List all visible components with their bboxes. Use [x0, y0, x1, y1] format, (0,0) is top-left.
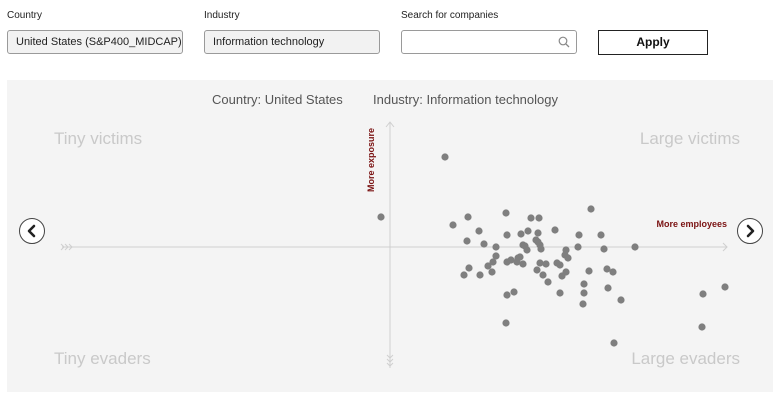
data-point[interactable] — [617, 296, 625, 304]
data-point[interactable] — [377, 213, 385, 221]
data-point[interactable] — [551, 226, 559, 234]
search-label: Search for companies — [401, 10, 499, 21]
data-point[interactable] — [441, 153, 449, 161]
data-point[interactable] — [503, 291, 511, 299]
y-axis-arrowhead — [385, 121, 395, 128]
data-point[interactable] — [492, 243, 500, 251]
data-point[interactable] — [698, 323, 706, 331]
data-point[interactable] — [699, 290, 707, 298]
country-label: Country — [7, 10, 43, 21]
data-point[interactable] — [575, 231, 583, 239]
data-point[interactable] — [480, 240, 488, 248]
data-point[interactable] — [585, 267, 593, 275]
data-point[interactable] — [587, 205, 595, 213]
quadrant-top-left: Tiny victims — [54, 129, 142, 148]
data-point[interactable] — [460, 271, 468, 279]
data-point[interactable] — [631, 243, 639, 251]
quadrant-top-right: Large victims — [640, 129, 740, 148]
data-point[interactable] — [523, 246, 531, 254]
data-point[interactable] — [476, 271, 484, 279]
data-point[interactable] — [463, 237, 471, 245]
industry-select[interactable]: Information technology — [204, 30, 380, 54]
data-point[interactable] — [517, 230, 525, 238]
data-point[interactable] — [449, 221, 457, 229]
data-point[interactable] — [537, 245, 545, 253]
data-point[interactable] — [502, 319, 510, 327]
chart-panel: Country: United States Industry: Informa… — [7, 80, 773, 392]
data-point[interactable] — [604, 284, 612, 292]
data-point[interactable] — [503, 231, 511, 239]
data-point[interactable] — [532, 236, 540, 244]
data-point[interactable] — [465, 264, 473, 272]
data-point[interactable] — [507, 256, 515, 264]
data-point[interactable] — [533, 266, 541, 274]
chevron-left-icon — [27, 224, 36, 238]
country-select[interactable]: United States (S&P400_MIDCAP) — [7, 30, 183, 54]
data-point[interactable] — [527, 214, 535, 222]
search-input[interactable] — [401, 30, 577, 54]
industry-label: Industry — [204, 10, 240, 21]
chevron-right-icon — [746, 224, 755, 238]
data-point[interactable] — [488, 268, 496, 276]
x-axis-label: More employees — [656, 219, 727, 229]
y-axis-label: More exposure — [366, 128, 376, 192]
data-point[interactable] — [519, 260, 527, 268]
data-point[interactable] — [464, 213, 472, 221]
x-axis-arrowhead — [722, 242, 728, 252]
data-point[interactable] — [580, 280, 588, 288]
quadrant-bottom-right: Large evaders — [631, 349, 740, 368]
data-point[interactable] — [534, 229, 542, 237]
data-point[interactable] — [579, 300, 587, 308]
data-point[interactable] — [542, 260, 550, 268]
data-point[interactable] — [484, 262, 492, 270]
industry-header: Industry: Information technology — [373, 92, 558, 107]
y-axis-tail-chevrons — [386, 354, 394, 367]
data-point[interactable] — [603, 265, 611, 273]
data-point[interactable] — [475, 227, 483, 235]
data-point[interactable] — [492, 252, 500, 260]
data-point[interactable] — [564, 254, 572, 262]
apply-button[interactable]: Apply — [598, 30, 708, 55]
data-point[interactable] — [536, 259, 544, 267]
data-point[interactable] — [562, 268, 570, 276]
data-point[interactable] — [539, 271, 547, 279]
quadrant-bottom-left: Tiny evaders — [54, 349, 151, 368]
scatter-chart: Country: United States Industry: Informa… — [54, 92, 740, 368]
search-icon[interactable] — [558, 36, 570, 48]
data-point[interactable] — [600, 245, 608, 253]
data-point[interactable] — [502, 209, 510, 217]
data-point[interactable] — [556, 261, 564, 269]
data-point[interactable] — [524, 227, 532, 235]
data-point[interactable] — [510, 288, 518, 296]
data-point[interactable] — [580, 289, 588, 297]
country-header: Country: United States — [212, 92, 343, 107]
data-point[interactable] — [535, 214, 543, 222]
data-point[interactable] — [556, 289, 564, 297]
data-point[interactable] — [610, 339, 618, 347]
data-point[interactable] — [489, 258, 497, 266]
x-axis-tail-chevrons — [60, 243, 73, 251]
next-button[interactable] — [737, 218, 763, 244]
data-point[interactable] — [721, 283, 729, 291]
data-point[interactable] — [562, 246, 570, 254]
data-point[interactable] — [609, 268, 617, 276]
prev-button[interactable] — [19, 218, 45, 244]
data-point[interactable] — [514, 254, 522, 262]
data-point[interactable] — [597, 231, 605, 239]
data-point[interactable] — [574, 243, 582, 251]
data-point[interactable] — [544, 278, 552, 286]
data-points — [377, 153, 729, 347]
